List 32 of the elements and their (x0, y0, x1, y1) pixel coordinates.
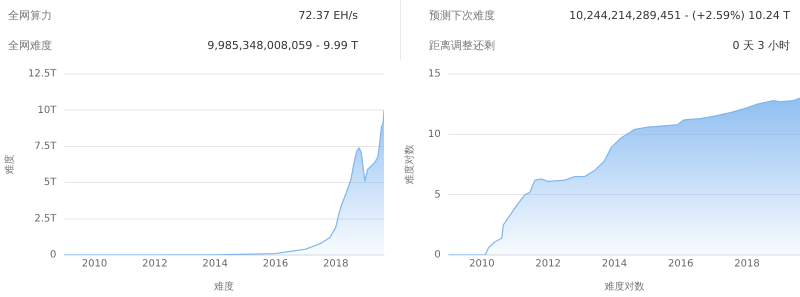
text: 9,985,348,008,059 - 9.99 T (207, 38, 358, 52)
y-tick-label: 5 (434, 189, 441, 200)
text: 10,244,214,289,451 - (+2.59%) 10.24 T (569, 8, 790, 22)
text: 72.37 EH/s (298, 8, 358, 22)
y-axis-title: 难度对数 (404, 144, 416, 184)
x-tick-label: 2014 (202, 258, 228, 270)
x-tick-label: 2012 (142, 258, 168, 270)
y-tick-label: 5T (44, 177, 58, 188)
x-tick-label: 2012 (535, 258, 561, 270)
x-tick-label: 2016 (262, 258, 288, 270)
y-tick-label: 10 (428, 128, 441, 140)
text: 全网难度 (8, 38, 52, 52)
y-tick-label: 0 (434, 250, 441, 261)
y-axis-title: 难度 (4, 154, 16, 174)
y-tick-label: 7.5T (34, 140, 58, 152)
text: 0 天 3 小时 (732, 38, 790, 52)
x-axis-title: 难度 (214, 280, 234, 293)
text: 全网算力 (8, 8, 52, 22)
x-tick-label: 2014 (602, 258, 628, 270)
y-tick-label: 15 (428, 68, 441, 80)
text: 预测下次难度 (429, 8, 495, 22)
x-tick-label: 2016 (668, 258, 694, 270)
x-tick-label: 2010 (82, 258, 108, 270)
x-tick-label: 2018 (734, 258, 760, 270)
y-tick-label: 10T (38, 104, 58, 116)
y-tick-label: 2.5T (34, 213, 58, 224)
y-tick-label: 12.5T (28, 68, 58, 80)
x-axis-title: 难度对数 (604, 280, 644, 293)
x-tick-label: 2018 (323, 258, 348, 270)
x-tick-label: 2010 (469, 258, 495, 270)
y-tick-label: 0 (50, 250, 56, 261)
text: 距离调整还剩 (429, 38, 495, 52)
